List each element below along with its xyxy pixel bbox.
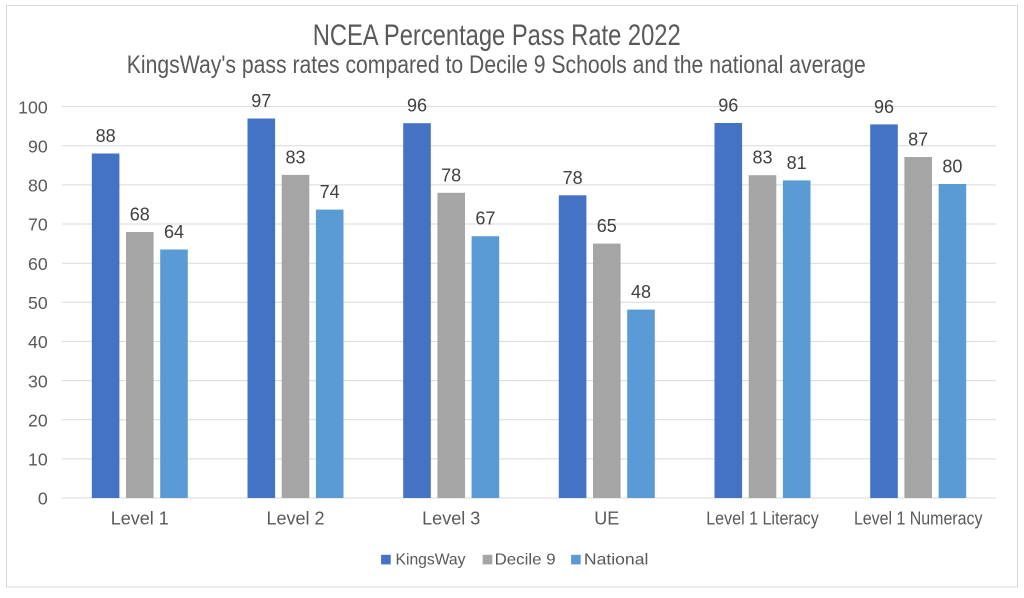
svg-text:NCEA Percentage Pass Rate 2022: NCEA Percentage Pass Rate 2022 xyxy=(313,19,681,52)
svg-text:74: 74 xyxy=(320,182,340,202)
svg-text:UE: UE xyxy=(594,509,619,529)
svg-text:87: 87 xyxy=(908,130,928,150)
svg-text:90: 90 xyxy=(28,136,48,156)
svg-text:60: 60 xyxy=(28,254,48,274)
svg-text:65: 65 xyxy=(597,216,617,236)
svg-text:80: 80 xyxy=(28,176,48,196)
svg-text:83: 83 xyxy=(752,148,772,168)
svg-text:80: 80 xyxy=(942,157,962,177)
svg-text:40: 40 xyxy=(28,332,48,352)
svg-text:20: 20 xyxy=(28,410,48,430)
svg-text:KingsWay's pass rates compared: KingsWay's pass rates compared to Decile… xyxy=(127,51,866,79)
svg-text:70: 70 xyxy=(28,215,48,235)
svg-text:Level 1: Level 1 xyxy=(111,509,169,529)
svg-text:96: 96 xyxy=(718,96,738,116)
svg-text:68: 68 xyxy=(130,205,150,225)
svg-text:100: 100 xyxy=(18,97,48,117)
svg-text:Level 1 Numeracy: Level 1 Numeracy xyxy=(854,509,983,529)
svg-text:Level 3: Level 3 xyxy=(422,509,480,529)
svg-text:64: 64 xyxy=(164,222,184,242)
svg-text:Level 1 Literacy: Level 1 Literacy xyxy=(706,509,819,529)
svg-text:0: 0 xyxy=(38,489,48,509)
svg-text:97: 97 xyxy=(251,91,271,111)
svg-text:78: 78 xyxy=(563,168,583,188)
svg-text:83: 83 xyxy=(285,147,305,167)
svg-text:96: 96 xyxy=(874,97,894,117)
svg-text:KingsWay: KingsWay xyxy=(396,551,466,568)
svg-text:10: 10 xyxy=(28,450,48,470)
svg-text:50: 50 xyxy=(28,293,48,313)
svg-text:67: 67 xyxy=(475,209,495,229)
svg-text:96: 96 xyxy=(407,96,427,116)
svg-text:30: 30 xyxy=(28,371,48,391)
svg-text:78: 78 xyxy=(441,165,461,185)
svg-text:81: 81 xyxy=(787,153,807,173)
svg-text:48: 48 xyxy=(631,282,651,302)
svg-text:88: 88 xyxy=(96,126,116,146)
svg-text:Decile 9: Decile 9 xyxy=(495,551,556,568)
svg-text:National: National xyxy=(584,551,649,568)
svg-text:Level 2: Level 2 xyxy=(266,509,324,529)
